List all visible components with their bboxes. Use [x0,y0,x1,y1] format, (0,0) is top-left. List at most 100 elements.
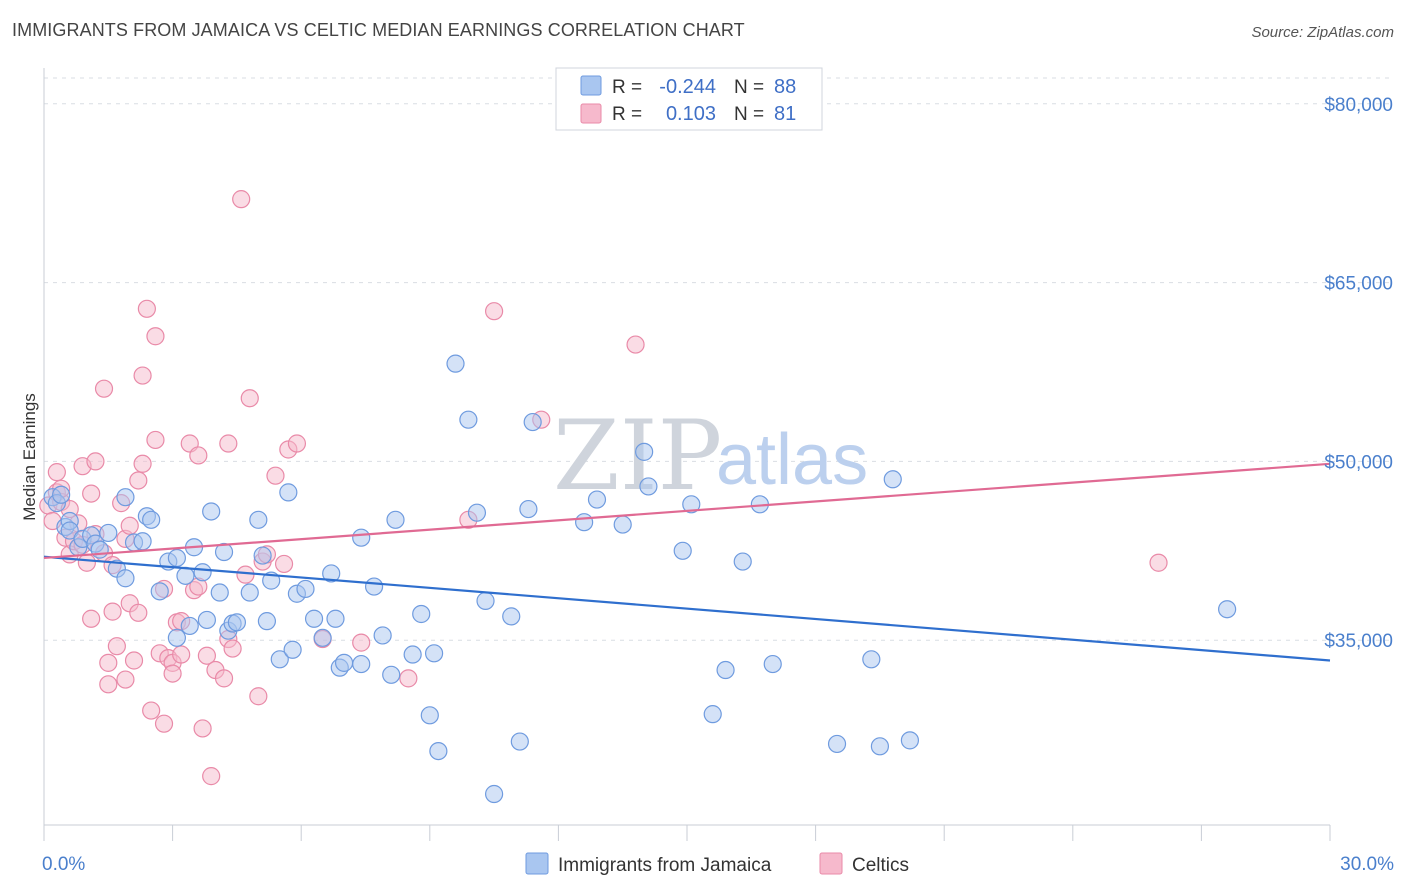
legend-n-value: 88 [774,76,796,98]
data-point-jamaica [240,583,259,602]
data-point-jamaica [716,660,735,680]
data-point-jamaica [635,442,654,461]
data-point-jamaica [52,485,71,504]
data-point-jamaica [116,569,135,588]
data-point-jamaica [257,612,277,631]
data-point-jamaica [373,626,392,645]
data-point-jamaica [870,737,890,756]
data-point-celtics [129,471,148,490]
data-point-celtics [47,463,66,482]
data-point-celtics [146,430,165,450]
data-point-jamaica [862,650,881,669]
data-point-celtics [154,714,174,733]
data-point-jamaica [386,510,405,529]
legend-swatch-jamaica [580,75,602,96]
data-point-celtics [172,645,191,664]
data-point-jamaica [382,665,401,684]
data-point-jamaica [352,528,371,547]
data-point-jamaica [476,591,495,610]
data-point-celtics [202,767,221,786]
data-point-celtics [223,639,242,658]
data-point-celtics [82,484,101,503]
data-point-jamaica [133,532,152,551]
data-point-jamaica [613,515,632,534]
data-point-jamaica [827,734,847,754]
bottom-legend-label-jamaica: Immigrants from Jamaica [558,855,772,876]
data-point-jamaica [296,579,315,599]
data-point-jamaica [202,502,221,521]
data-point-celtics [86,452,105,471]
y-tick-label: $65,000 [1324,274,1393,295]
data-point-celtics [197,646,216,665]
data-point-celtics [189,446,208,465]
legend-n-value: 81 [774,103,796,125]
data-point-jamaica [304,609,324,628]
data-point-jamaica [424,644,444,663]
data-point-jamaica [429,741,448,761]
data-point-jamaica [900,731,920,750]
data-point-jamaica [176,566,195,585]
data-point-jamaica [883,470,902,489]
data-point-celtics [137,299,156,318]
data-point-celtics [232,190,251,209]
y-tick-label: $35,000 [1324,631,1393,652]
legend-r-label: R = [612,77,642,98]
data-point-celtics [399,669,418,688]
legend-n-label: N = [734,104,764,125]
data-point-jamaica [352,654,371,674]
data-point-jamaica [210,583,229,602]
data-point-celtics [266,466,285,485]
data-point-celtics [193,719,212,738]
data-point-jamaica [1218,600,1237,619]
data-point-jamaica [167,548,186,568]
bottom-legend-swatch-celtics [819,852,843,875]
data-point-jamaica [420,706,439,725]
trend-line-celtics [43,462,1331,560]
data-point-jamaica [403,645,422,664]
data-point-celtics [249,687,268,706]
data-point-celtics [274,554,294,574]
data-point-jamaica [587,490,607,509]
data-point-jamaica [510,732,529,751]
data-point-jamaica [523,412,542,432]
data-point-celtics [94,379,114,398]
data-point-jamaica [279,483,298,502]
data-point-jamaica [322,564,341,583]
data-point-jamaica [334,653,354,672]
series-legend: Immigrants from Jamaica Celtics [525,852,909,876]
data-point-celtics [142,701,161,720]
trend-line-jamaica [43,555,1331,662]
x-tick-label-start: 0.0% [42,854,85,875]
data-point-jamaica [682,495,701,514]
legend-r-value: -0.244 [659,76,716,98]
data-point-celtics [107,637,126,656]
trend-lines [43,462,1331,662]
data-point-jamaica [270,650,289,669]
data-point-celtics [129,603,148,622]
data-point-celtics [1149,553,1168,572]
data-point-celtics [77,553,96,572]
x-ticks [43,825,1331,841]
data-point-jamaica [99,523,118,543]
y-tick-label: $50,000 [1324,452,1393,473]
data-point-jamaica [150,582,169,601]
watermark-atlas: atlas [716,420,868,500]
data-point-jamaica [326,609,345,628]
correlation-legend: R = -0.244 N = 88 R = 0.103 N = 81 [555,67,823,131]
data-point-jamaica [519,499,538,519]
data-point-celtics [287,434,307,453]
series-immigrants-from-jamaica [43,354,1237,804]
data-point-celtics [99,653,118,672]
bottom-legend-label-celtics: Celtics [852,855,909,876]
data-point-celtics [219,434,238,453]
data-point-jamaica [227,613,246,632]
data-point-celtics [163,664,182,683]
data-point-celtics [103,602,122,621]
data-point-celtics [124,651,144,670]
data-point-jamaica [253,546,272,565]
data-point-jamaica [214,542,234,562]
grid-layer [44,77,1394,641]
data-point-celtics [240,389,259,408]
data-point-jamaica [459,410,478,429]
